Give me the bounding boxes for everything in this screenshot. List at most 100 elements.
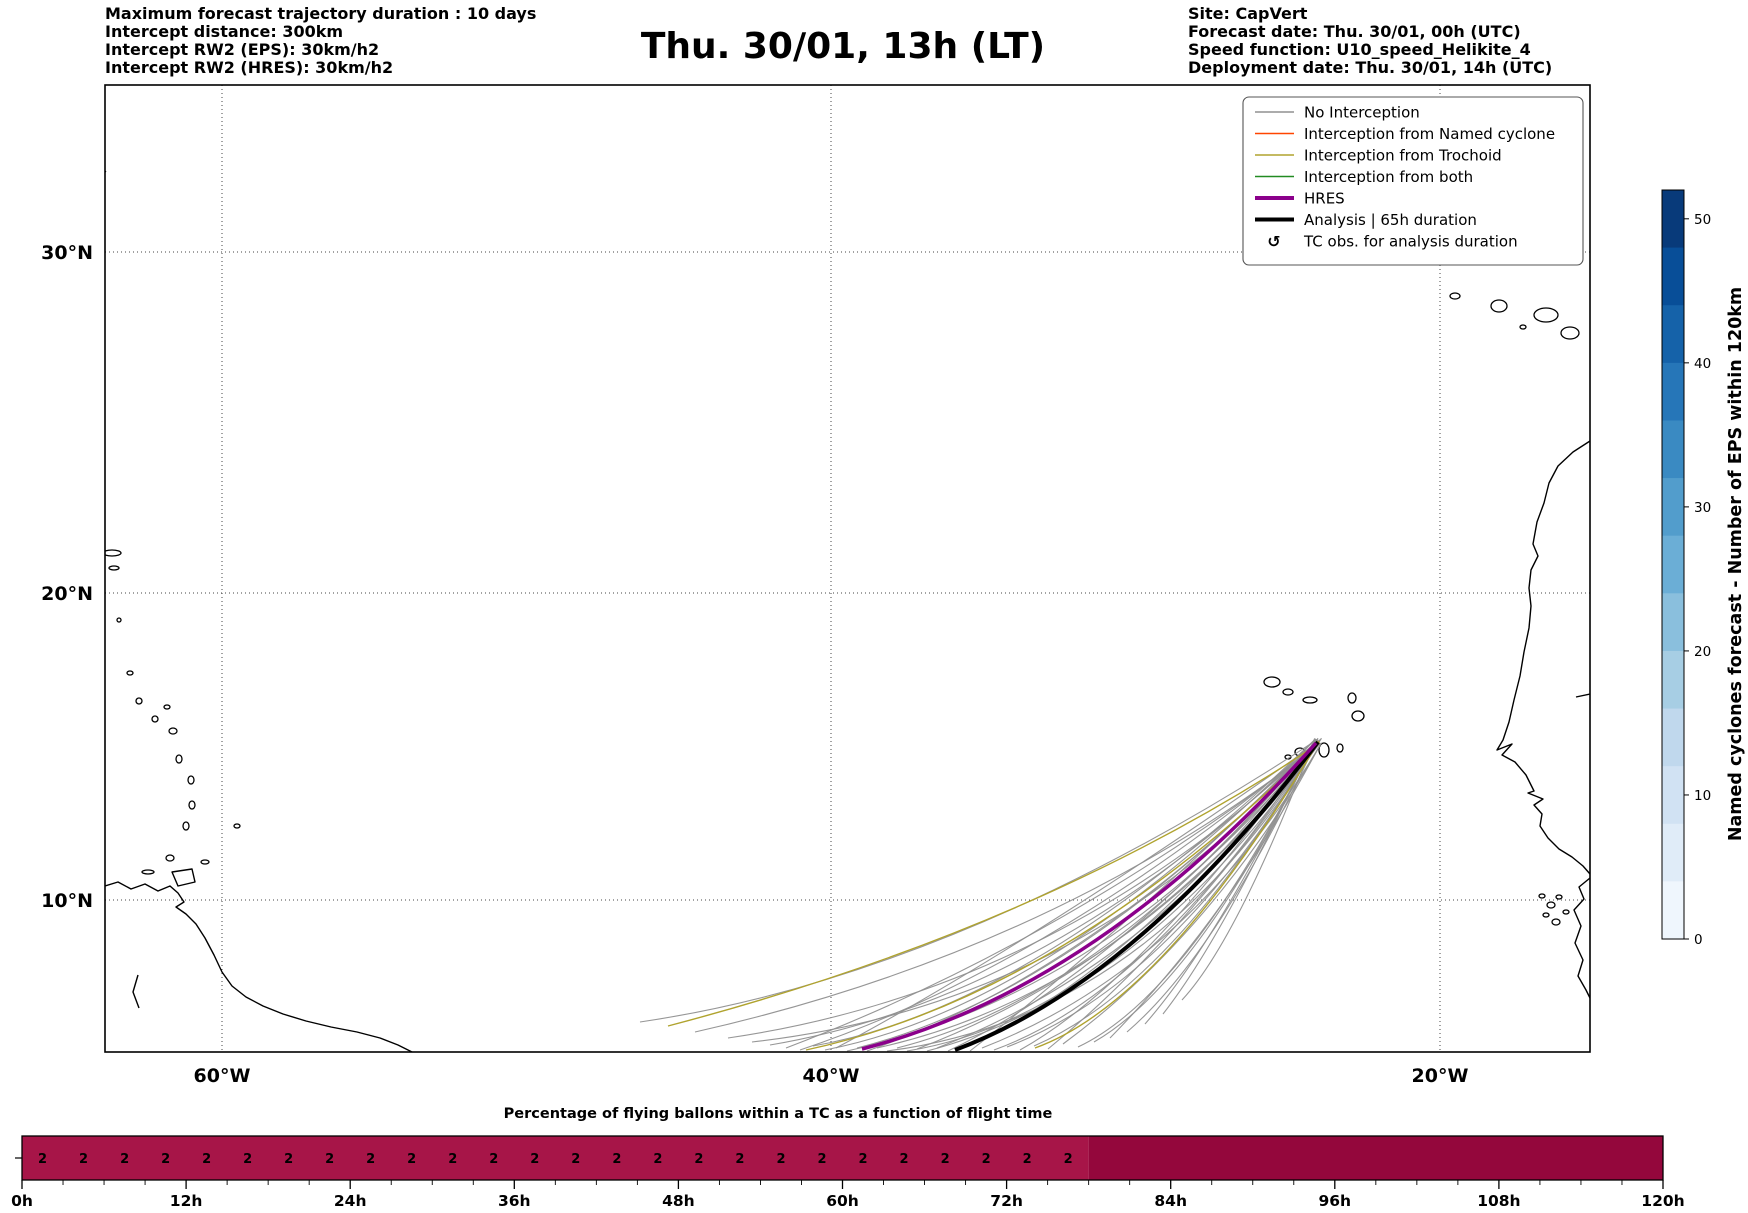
legend-item-label: Interception from Trochoid [1304,147,1502,165]
island-antilles [126,670,134,676]
map-legend: No Interception Interception from Named c… [1242,96,1584,266]
island-cape_verde [1347,692,1357,704]
legend-item-label: Interception from both [1304,168,1473,186]
bar-value-label: 2 [735,1152,744,1167]
header-left-line-3: Intercept RW2 (EPS): 30km/h2 [105,40,379,59]
island-bijagos [1551,918,1561,926]
island-bijagos [1542,912,1550,918]
lon-tick-label: 40°W [803,1065,860,1087]
legend-box [1242,96,1584,266]
x-axis-tick-label: 48h [662,1192,695,1210]
bar-value-label: 2 [653,1152,662,1167]
trajectory-no-interception [639,739,1317,1023]
bar-value-label: 2 [982,1152,991,1167]
lat-tick-label: 10°N [41,890,93,912]
trajectory-no-interception [751,738,1322,1043]
lon-tick-label: 60°W [194,1065,251,1087]
colorbar-step [1662,362,1684,422]
trajectory-no-interception [694,742,1321,1033]
bar-value-label: 2 [38,1152,47,1167]
colorbar-step [1662,881,1684,940]
percentage-bar-labeled-segment [22,1136,1089,1180]
header-left-line-4: Intercept RW2 (HRES): 30km/h2 [105,58,393,77]
island-antilles [175,754,183,764]
island-antilles [187,775,195,785]
island-bijagos [1538,893,1546,899]
tc-obs-cyclone-icon: ↺ [1267,232,1280,251]
island-cape_verde [1282,688,1294,696]
island-antilles [168,727,178,735]
trajectory-no-interception [1181,738,1316,1001]
island-antilles [163,704,171,710]
legend-item-label: Interception from Named cyclone [1304,125,1555,143]
header-right-line-3: Speed function: U10_speed_Helikite_4 [1188,40,1531,59]
trajectory-no-interception [1077,738,1317,1048]
trajectory-no-interception [993,740,1318,1051]
bar-value-label: 2 [243,1152,252,1167]
colorbar-step [1662,420,1684,479]
bar-value-label: 2 [776,1152,785,1167]
x-axis-tick-label: 60h [826,1192,859,1210]
bar-value-label: 2 [202,1152,211,1167]
bar-value-label: 2 [120,1152,129,1167]
colorbar-outline [1661,189,1685,940]
island-antilles [151,715,159,723]
header-right-line-1: Site: CapVert [1188,4,1308,23]
island-antilles [165,854,175,862]
island-bijagos [1546,901,1556,909]
bar-value-label: 2 [941,1152,950,1167]
header-right-line-4: Deployment date: Thu. 30/01, 14h (UTC) [1188,58,1552,77]
trajectory-no-interception [846,740,1321,1052]
header-left-line-1: Maximum forecast trajectory duration : 1… [105,4,536,23]
flight-chart-title: Percentage of flying ballons within a TC… [504,1106,1053,1122]
x-axis-tick-label: 84h [1154,1192,1187,1210]
bar-value-label: 2 [858,1152,867,1167]
colorbar-tick-label: 30 [1694,500,1711,516]
bar-value-label: 2 [571,1152,580,1167]
bar-value-label: 2 [817,1152,826,1167]
flight-time-bar-chart: Percentage of flying ballons within a TC… [11,1106,1685,1210]
colorbar-step [1662,247,1684,306]
island-antilles [116,617,122,623]
trajectory-hres [861,741,1318,1051]
bar-value-label: 2 [612,1152,621,1167]
trajectory-no-interception [1033,740,1318,1047]
colorbar-step [1662,593,1684,652]
colorbar-tick-label: 40 [1694,356,1711,372]
bar-value-label: 2 [325,1152,334,1167]
legend-item-label: TC obs. for analysis duration [1303,233,1518,251]
x-axis-tick-label: 36h [498,1192,531,1210]
x-axis-tick-label: 12h [170,1192,203,1210]
trajectory-no-interception [1062,744,1321,1045]
colorbar: 0 10 20 30 40 50 Named cyclones forecast - Num… [1661,189,1746,948]
coastline-mauritania-inlet [1575,693,1590,698]
island-antilles [108,565,120,571]
colorbar-step [1662,478,1684,537]
map-content [105,85,1590,1052]
bar-value-label: 2 [694,1152,703,1167]
bar-value-label: 2 [1064,1152,1073,1167]
lon-tick-label: 20°W [1412,1065,1469,1087]
island-canary [1560,326,1580,340]
bar-value-label: 2 [161,1152,170,1167]
colorbar-step [1662,823,1684,882]
header-left-line-2: Intercept distance: 300km [105,22,343,41]
colorbar-step [1662,305,1684,364]
island-antilles [200,859,210,865]
island-cape_verde [1318,742,1330,758]
coastline-bermuda-fragment [105,170,107,173]
trajectory-no-interception [835,744,1315,1049]
colorbar-step [1662,766,1684,825]
trajectory-no-interception [824,738,1317,1051]
percentage-bar-unlabeled-segment [1088,1136,1663,1180]
trajectory-no-interception [1162,740,1315,1015]
colorbar-tick-label: 10 [1694,788,1711,804]
bar-value-label: 2 [1023,1152,1032,1167]
trajectory-no-interception [785,744,1319,1049]
trajectory-no-interception [886,737,1322,1052]
trajectory-map: 30°N 20°N 10°N 60°W 40°W 20°W [41,84,1591,1087]
colorbar-step [1662,190,1684,249]
trajectory-no-interception [866,741,1318,1052]
